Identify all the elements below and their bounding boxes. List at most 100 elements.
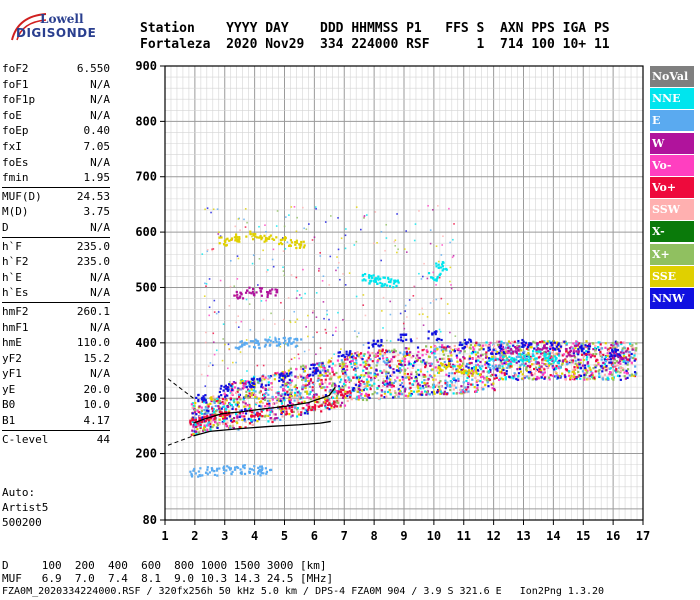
echo-dot <box>337 401 340 405</box>
echo-dot <box>539 352 543 355</box>
series-point <box>205 417 209 421</box>
echo-dot <box>244 420 247 424</box>
echo-dot <box>309 407 313 410</box>
series-point <box>201 396 204 400</box>
echo-dot <box>398 379 401 382</box>
echo-dot <box>350 360 353 363</box>
echo-dot <box>242 382 246 386</box>
series-point <box>268 235 271 239</box>
series-point <box>206 466 209 469</box>
series-point <box>274 294 277 297</box>
echo-dot <box>599 354 602 358</box>
echo-dot <box>293 394 297 397</box>
echo-dot <box>205 409 209 412</box>
echo-dot <box>199 422 202 425</box>
echo-dot <box>229 397 232 400</box>
series-point <box>539 350 542 353</box>
series-point <box>260 385 263 388</box>
echo-dot <box>632 374 635 377</box>
echo-dot <box>339 364 342 367</box>
echo-dot <box>476 363 480 366</box>
series-point <box>189 419 192 422</box>
echo-dot <box>623 355 626 359</box>
echo-dot <box>533 347 536 350</box>
series-point <box>345 350 348 353</box>
echo-dot <box>451 348 454 352</box>
echo-dot <box>565 349 568 353</box>
echo-dot <box>211 416 214 419</box>
y-tick-label: 900 <box>135 59 157 73</box>
echo-dot <box>484 356 488 359</box>
param-name: h`E <box>2 270 22 284</box>
echo-dot <box>271 402 275 406</box>
series-point <box>228 239 231 242</box>
echo-dot <box>231 424 235 427</box>
echo-dot <box>360 374 363 377</box>
series-point <box>216 474 219 477</box>
echo-dot <box>214 421 217 424</box>
echo-dot <box>302 384 304 386</box>
param-row: D N/A <box>2 220 110 236</box>
echo-dot <box>216 208 219 210</box>
series-point <box>218 467 221 470</box>
echo-dot <box>399 367 402 370</box>
echo-dot <box>328 284 331 286</box>
echo-dot <box>460 368 463 372</box>
series-point <box>283 238 286 242</box>
echo-dot <box>515 347 518 350</box>
echo-dot <box>297 395 301 398</box>
echo-dot <box>363 215 366 217</box>
series-point <box>469 338 472 342</box>
echo-dot <box>487 344 490 348</box>
echo-dot <box>277 391 280 394</box>
echo-dot <box>484 353 487 356</box>
echo-dot <box>520 349 523 352</box>
echo-dot <box>331 396 335 399</box>
echo-dot <box>504 355 507 358</box>
series-point <box>263 234 266 237</box>
echo-dot <box>203 408 206 412</box>
echo-dot <box>482 348 485 351</box>
echo-dot <box>382 360 385 363</box>
series-point <box>389 280 392 284</box>
echo-dot <box>213 401 216 404</box>
echo-dot <box>534 366 538 369</box>
echo-dot <box>401 359 404 363</box>
echo-dot <box>335 389 338 393</box>
series-point <box>614 350 618 353</box>
echo-dot <box>244 395 247 399</box>
echo-dot <box>296 399 299 402</box>
x-tick-label: 15 <box>576 529 590 543</box>
echo-dot <box>221 400 224 404</box>
param-row: fxI 7.05 <box>2 139 110 155</box>
echo-dot <box>633 371 637 374</box>
echo-dot <box>561 363 564 366</box>
series-point <box>520 342 523 345</box>
echo-dot <box>302 364 305 367</box>
echo-dot <box>432 390 435 393</box>
series-point <box>565 355 568 358</box>
echo-dot <box>389 378 392 381</box>
echo-dot <box>502 367 505 370</box>
echo-dot <box>234 403 237 406</box>
header-values: Fortaleza 2020 Nov29 334 224000 RSF 1 71… <box>140 37 610 52</box>
echo-dot <box>284 216 287 218</box>
echo-dot <box>222 338 224 340</box>
echo-dot <box>268 406 271 409</box>
series-point <box>258 413 261 416</box>
echo-dot <box>231 382 234 386</box>
echo-dot <box>252 411 256 414</box>
echo-dot <box>341 372 345 375</box>
echo-dot <box>280 402 284 405</box>
echo-dot <box>491 373 494 376</box>
series-point <box>291 406 294 409</box>
series-point <box>284 237 287 240</box>
echo-dot <box>215 400 218 403</box>
echo-dot <box>441 350 445 353</box>
echo-dot <box>399 312 402 315</box>
echo-dot <box>217 233 220 235</box>
echo-dot <box>441 344 444 347</box>
series-point <box>399 333 402 336</box>
series-point <box>315 372 318 375</box>
series-point <box>468 368 471 372</box>
